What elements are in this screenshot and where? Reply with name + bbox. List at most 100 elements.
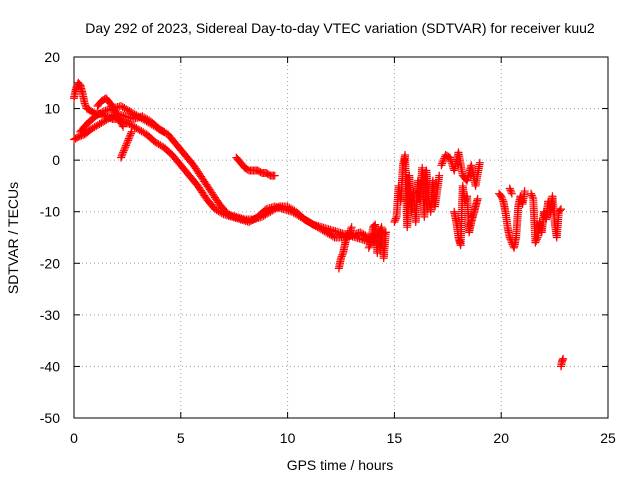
data-point	[142, 117, 151, 126]
data-point	[97, 119, 106, 128]
data-point	[283, 202, 292, 211]
data-point	[118, 103, 127, 112]
data-point	[507, 189, 516, 198]
data-point	[94, 110, 103, 119]
data-point	[102, 115, 111, 124]
grid	[74, 57, 608, 418]
y-tick-label: -40	[40, 358, 60, 374]
data-point	[557, 205, 566, 214]
data-point	[139, 115, 148, 124]
data-point	[151, 138, 160, 147]
data-point	[88, 124, 97, 133]
data-point	[121, 143, 130, 152]
data-point	[325, 230, 334, 239]
data-point	[273, 203, 282, 212]
y-axis: -50 -40 -30 -20 -10 0 10 20	[40, 49, 608, 426]
data-point	[390, 218, 399, 227]
data-point	[214, 207, 223, 216]
data-point	[130, 123, 139, 132]
data-point	[337, 254, 345, 263]
y-tick-label: -50	[40, 410, 60, 426]
data-point	[126, 131, 135, 140]
data-point	[81, 101, 90, 110]
data-point	[134, 125, 143, 134]
data-point	[99, 117, 108, 126]
data-point	[90, 123, 99, 132]
data-point	[135, 113, 144, 122]
data-point	[259, 211, 268, 220]
data-point	[128, 122, 137, 131]
data-point	[146, 119, 155, 128]
data-point	[532, 236, 541, 245]
data-point	[156, 125, 165, 134]
y-tick-label: -10	[40, 204, 60, 220]
data-point	[302, 216, 311, 225]
data-point	[105, 113, 114, 122]
data-point	[123, 138, 132, 147]
data-point	[437, 161, 446, 170]
data-point	[341, 236, 350, 245]
data-point	[134, 112, 143, 121]
data-point	[87, 125, 96, 134]
data-point	[341, 238, 350, 247]
data-point	[445, 153, 454, 162]
data-point	[127, 121, 136, 130]
data-point	[123, 106, 132, 115]
data-point	[264, 208, 273, 217]
data-point	[439, 156, 448, 165]
data-point	[338, 250, 347, 259]
data-point	[381, 228, 390, 237]
x-tick-label: 5	[177, 430, 185, 446]
data-point	[497, 192, 506, 201]
data-point	[147, 120, 156, 129]
data-point	[154, 140, 163, 149]
y-axis-label: SDTVAR / TECUs	[5, 182, 21, 294]
data-point	[263, 209, 272, 218]
x-axis: 0 5 10 15 20 25	[70, 57, 616, 446]
data-point	[118, 121, 127, 130]
data-point	[257, 212, 266, 221]
data-point	[285, 203, 294, 212]
data-point	[343, 233, 352, 242]
data-point	[498, 195, 507, 204]
data-point	[95, 120, 104, 129]
data-point	[271, 204, 280, 213]
data-point	[527, 189, 536, 198]
data-point	[347, 223, 356, 232]
data-point	[327, 231, 336, 240]
data-point	[520, 187, 529, 196]
x-tick-label: 10	[280, 430, 296, 446]
data-point	[344, 230, 353, 239]
data-point	[116, 153, 125, 162]
data-points	[70, 78, 568, 371]
data-point	[266, 207, 275, 216]
data-point	[120, 144, 129, 153]
data-point	[528, 193, 537, 202]
data-point	[269, 205, 278, 214]
data-point	[344, 231, 353, 240]
x-tick-label: 15	[387, 430, 403, 446]
x-tick-label: 25	[600, 430, 616, 446]
data-point	[212, 206, 221, 215]
data-point	[91, 112, 100, 121]
data-point	[127, 127, 136, 136]
data-point	[307, 219, 316, 228]
data-point	[152, 123, 161, 132]
y-tick-label: -30	[40, 307, 60, 323]
data-point	[559, 354, 568, 363]
data-point	[305, 218, 314, 227]
data-point	[127, 108, 136, 117]
data-point	[144, 118, 153, 127]
plot-frame	[73, 56, 609, 419]
data-point	[391, 214, 400, 223]
data-point	[261, 210, 270, 219]
y-tick-label: 0	[52, 152, 60, 168]
data-point	[438, 157, 447, 166]
data-point	[288, 205, 297, 214]
data-point	[505, 184, 514, 193]
data-point	[139, 128, 148, 137]
data-point	[116, 101, 125, 110]
data-point	[104, 114, 113, 123]
data-point	[345, 228, 354, 237]
